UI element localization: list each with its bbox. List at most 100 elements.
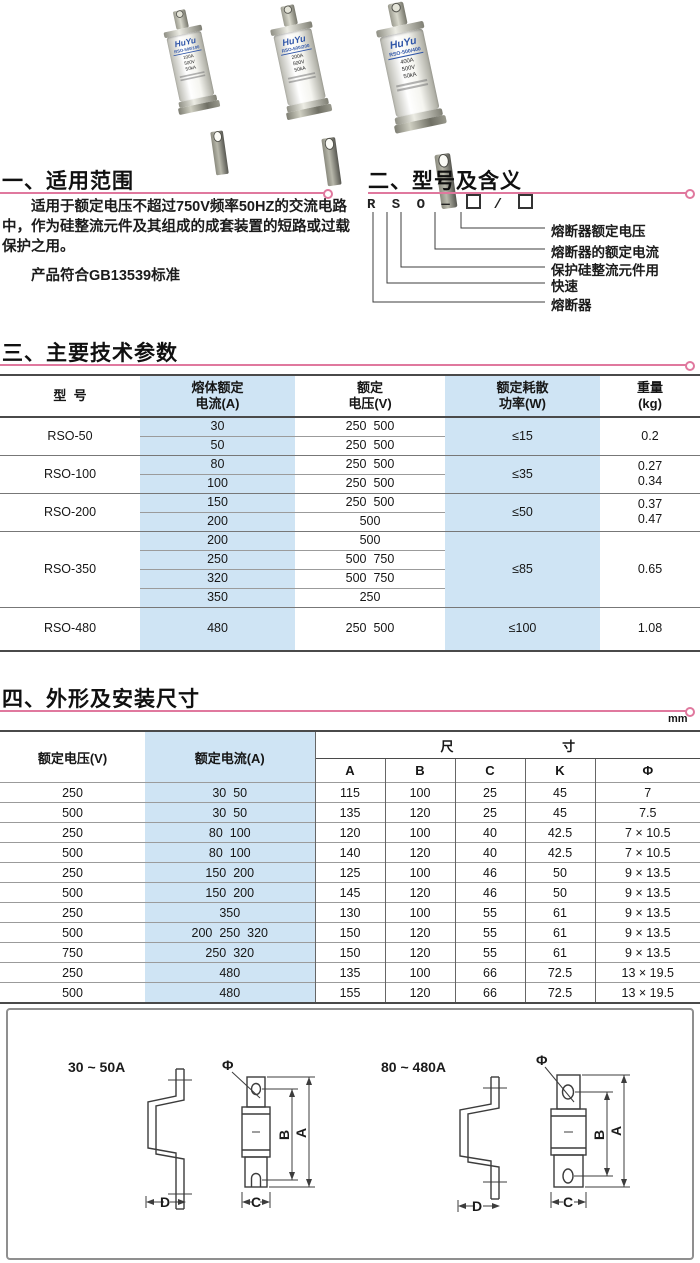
drawing-80-480A: 80 ~ 480A D Φ bbox=[381, 1052, 630, 1214]
t4-dim-A: 155 bbox=[314, 982, 385, 1003]
dim-label-phi: Φ bbox=[536, 1052, 548, 1068]
t3-row: RSO-100 80 250 500 ≤35 0.27 0.34 bbox=[0, 454, 700, 493]
t4-dim-B: 100 bbox=[384, 782, 455, 803]
dim-label-B: B bbox=[276, 1130, 292, 1140]
t4-dim-C: 25 bbox=[454, 782, 525, 803]
t4-voltage: 250 bbox=[0, 822, 145, 843]
dim-label-A: A bbox=[293, 1128, 309, 1138]
t4-dim-K: 42.5 bbox=[524, 842, 595, 863]
t4-h-dims: 尺 寸 bbox=[314, 731, 700, 759]
t4-voltage: 500 bbox=[0, 802, 145, 823]
t3-h-power: 额定耗散 功率(W) bbox=[445, 375, 600, 418]
t4-row: 250 480 135 100 66 72.5 13 × 19.5 bbox=[0, 962, 700, 983]
t4-dim-A: 150 bbox=[314, 942, 385, 963]
t4-dim-B: 120 bbox=[384, 922, 455, 943]
model-code-prefix: R S O — bbox=[367, 197, 454, 213]
t4-dim-K: 61 bbox=[524, 942, 595, 963]
t4-dim-A: 125 bbox=[314, 862, 385, 883]
section2-rule bbox=[368, 189, 695, 199]
t4-dim-phi: 9 × 13.5 bbox=[594, 902, 700, 923]
t4-dim-K: 61 bbox=[524, 922, 595, 943]
t3-tbody: RSO-50 30 250 500 ≤15 0.2 50 250 500 RSO-100 80 2… bbox=[0, 417, 700, 651]
t4-dim-phi: 7 × 10.5 bbox=[594, 822, 700, 843]
t4-dim-A: 120 bbox=[314, 822, 385, 843]
t3-row: 350 250 bbox=[0, 588, 700, 607]
t4-row: 500 30 50 135 120 25 45 7.5 bbox=[0, 802, 700, 823]
t3-power: ≤100 bbox=[445, 606, 600, 651]
t4-h-A: A bbox=[314, 758, 385, 783]
t4-voltage: 500 bbox=[0, 922, 145, 943]
t3-voltage: 500 750 bbox=[295, 569, 445, 589]
t3-current: 200 bbox=[140, 530, 295, 551]
drawing-caption: 30 ~ 50A bbox=[68, 1059, 125, 1075]
section4-title: 四、外形及安装尺寸 bbox=[2, 688, 200, 711]
fuse-photo-2: HuYu RSO-500/200 200A 500V 50kA bbox=[261, 0, 351, 193]
t3-current: 250 bbox=[140, 550, 295, 570]
t4-voltage: 750 bbox=[0, 942, 145, 963]
t3-model: RSO-200 bbox=[0, 492, 140, 531]
fuse-body: HuYu RSO-500/200 200A 500V 50kA bbox=[273, 27, 326, 107]
t3-current: 80 bbox=[140, 454, 295, 475]
t4-dim-C: 46 bbox=[454, 882, 525, 903]
t4-current: 80 100 bbox=[145, 842, 315, 863]
t4-h-voltage: 额定电压(V) bbox=[37, 750, 108, 766]
rule-end-dot bbox=[323, 189, 333, 199]
blade-hole bbox=[174, 9, 184, 19]
t4-dim-C: 55 bbox=[454, 902, 525, 923]
t4-h-C: C bbox=[454, 758, 525, 783]
t4-dim-A: 135 bbox=[314, 802, 385, 823]
blade-hole bbox=[282, 4, 293, 15]
fuse-body: HuYu RSO-500/400 400A 500V 50kA bbox=[379, 28, 440, 118]
t3-current: 320 bbox=[140, 569, 295, 589]
t3-current: 150 bbox=[140, 492, 295, 513]
t4-row: 500 150 200 145 120 46 50 9 × 13.5 bbox=[0, 882, 700, 903]
t4-dim-A: 145 bbox=[314, 882, 385, 903]
t3-voltage: 250 500 bbox=[345, 476, 395, 490]
t4-dim-B: 120 bbox=[384, 882, 455, 903]
t3-voltage: 500 bbox=[295, 530, 445, 551]
t4-h-B: B bbox=[384, 758, 455, 783]
t3-voltage: 250 500 bbox=[295, 454, 445, 475]
t4-dim-C: 66 bbox=[454, 982, 525, 1003]
dim-label-C: C bbox=[563, 1194, 573, 1210]
t4-current: 150 200 bbox=[145, 862, 315, 883]
t4-dim-K: 50 bbox=[524, 862, 595, 883]
t3-current: 350 bbox=[140, 588, 295, 607]
rule-end-dot bbox=[685, 707, 695, 717]
t4-dim-K: 72.5 bbox=[524, 982, 595, 1003]
t3-row: RSO-480 480 250 500 ≤100 1.08 bbox=[0, 606, 700, 651]
t4-current: 350 bbox=[145, 902, 315, 923]
blade-hole bbox=[212, 130, 223, 143]
t4-voltage: 250 bbox=[0, 782, 145, 803]
t4-row: 500 480 155 120 66 72.5 13 × 19.5 bbox=[0, 982, 700, 1003]
t4-dim-A: 140 bbox=[314, 842, 385, 863]
t4-row: 250 150 200 125 100 46 50 9 × 13.5 bbox=[0, 862, 700, 883]
rule-end-dot bbox=[685, 361, 695, 371]
model-label-voltage: 熔断器额定电压 bbox=[551, 224, 646, 239]
model-label-current: 熔断器的额定电流 bbox=[551, 245, 659, 260]
t4-voltage: 500 bbox=[0, 982, 145, 1003]
t3-power: ≤85 bbox=[445, 530, 600, 607]
dim-label-C: C bbox=[251, 1194, 261, 1210]
t4-current: 480 bbox=[145, 982, 315, 1003]
t4-h-current: 额定电流(A) bbox=[145, 731, 315, 783]
t4-header-row2: A B C K Φ bbox=[0, 758, 700, 783]
t3-power: ≤15 bbox=[445, 417, 600, 455]
model-label-fuse: 熔断器 bbox=[551, 298, 592, 313]
t4-current: 80 100 bbox=[145, 822, 315, 843]
t4-current: 250 320 bbox=[145, 942, 315, 963]
t4-voltage: 500 bbox=[0, 842, 145, 863]
t3-current: 480 bbox=[140, 606, 295, 651]
rule-end-dot bbox=[685, 189, 695, 199]
t3-row: RSO-50 30 250 500 ≤15 0.2 bbox=[0, 417, 700, 455]
t4-dim-B: 120 bbox=[384, 802, 455, 823]
fuse-body: HuYu RSO-500/100 100A 500V 50kA bbox=[166, 30, 215, 103]
blade-hole bbox=[323, 137, 335, 151]
t4-current: 480 bbox=[145, 962, 315, 983]
t3-row: 100 250 500 bbox=[0, 474, 700, 493]
tech-params-table: 型 号 熔体额定 电流(A) 额定 电压(V) 额定耗散 功率(W) 重量 (k… bbox=[0, 374, 700, 652]
t3-weight: 0.27 0.34 bbox=[600, 454, 700, 493]
drawing-caption: 80 ~ 480A bbox=[381, 1059, 446, 1075]
t3-row: 250 500 750 bbox=[0, 550, 700, 570]
t3-model: RSO-50 bbox=[47, 428, 93, 443]
